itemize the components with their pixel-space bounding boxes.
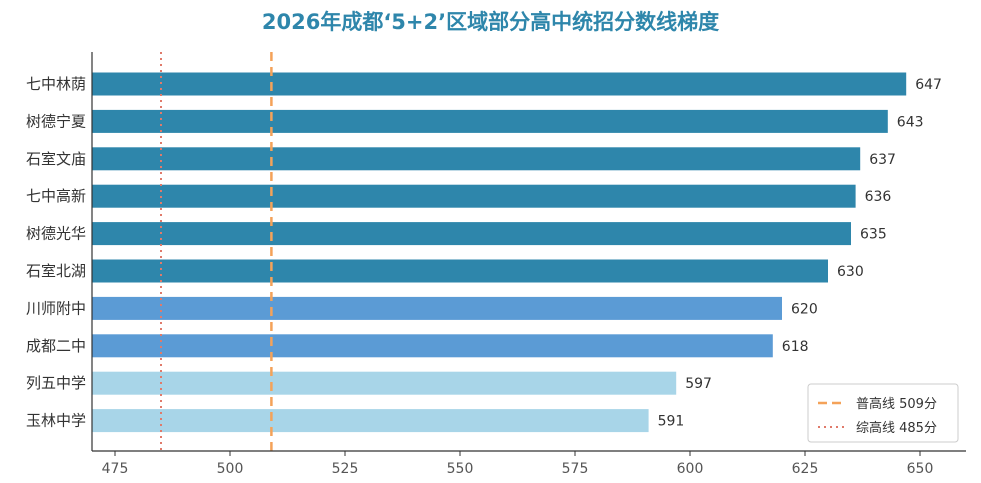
category-label-8: 成都二中 [26, 337, 86, 355]
category-label-10: 玉林中学 [26, 412, 86, 430]
legend-label-2: 综高线 485分 [856, 420, 937, 436]
value-label-5: 635 [860, 227, 887, 243]
category-label-2: 树德宁夏 [26, 112, 86, 130]
reference-lines-layer [160, 52, 273, 451]
category-label-6: 石室北湖 [26, 262, 86, 280]
x-tick-label-8: 650 [907, 461, 934, 477]
value-label-4: 636 [865, 189, 892, 205]
bar-4 [92, 184, 856, 208]
x-tick-label-5: 575 [562, 461, 589, 477]
legend-label-1: 普高线 509分 [856, 396, 937, 412]
bar-7 [92, 296, 782, 320]
category-label-1: 七中林荫 [26, 75, 86, 93]
x-tick-label-3: 525 [332, 461, 359, 477]
axes-layer: 475 500 525 550 575 600 625 650 [91, 52, 966, 477]
value-label-1: 647 [915, 77, 942, 93]
x-tick-label-1: 475 [102, 461, 129, 477]
value-label-8: 618 [782, 339, 809, 355]
bar-9 [92, 371, 677, 395]
bars-layer: 647 七中林荫 643 树德宁夏 637 石室文庙 636 七中高新 635 树德光华 630 石室… [26, 72, 942, 433]
value-label-2: 643 [897, 114, 924, 130]
legend-box [807, 383, 959, 443]
x-tick-label-7: 625 [792, 461, 819, 477]
x-tick-label-4: 550 [447, 461, 474, 477]
value-label-9: 597 [685, 376, 712, 392]
category-label-7: 川师附中 [26, 299, 86, 317]
value-label-6: 630 [837, 264, 864, 280]
x-tick-label-2: 500 [217, 461, 244, 477]
category-label-3: 石室文庙 [26, 150, 86, 168]
bar-2 [92, 109, 888, 133]
category-label-5: 树德光华 [26, 225, 86, 243]
value-label-3: 637 [869, 152, 896, 168]
value-label-7: 620 [791, 301, 818, 317]
chart-title: 2026年成都‘5+2’区域部分高中统招分数线梯度 [261, 10, 720, 34]
bar-8 [92, 334, 773, 358]
bar-3 [92, 147, 861, 171]
category-label-4: 七中高新 [26, 187, 86, 205]
value-label-10: 591 [658, 414, 685, 430]
bar-1 [92, 72, 907, 96]
bar-6 [92, 259, 828, 283]
x-tick-label-6: 600 [677, 461, 704, 477]
category-label-9: 列五中学 [26, 374, 86, 392]
bar-5 [92, 222, 851, 246]
bar-10 [92, 409, 649, 433]
